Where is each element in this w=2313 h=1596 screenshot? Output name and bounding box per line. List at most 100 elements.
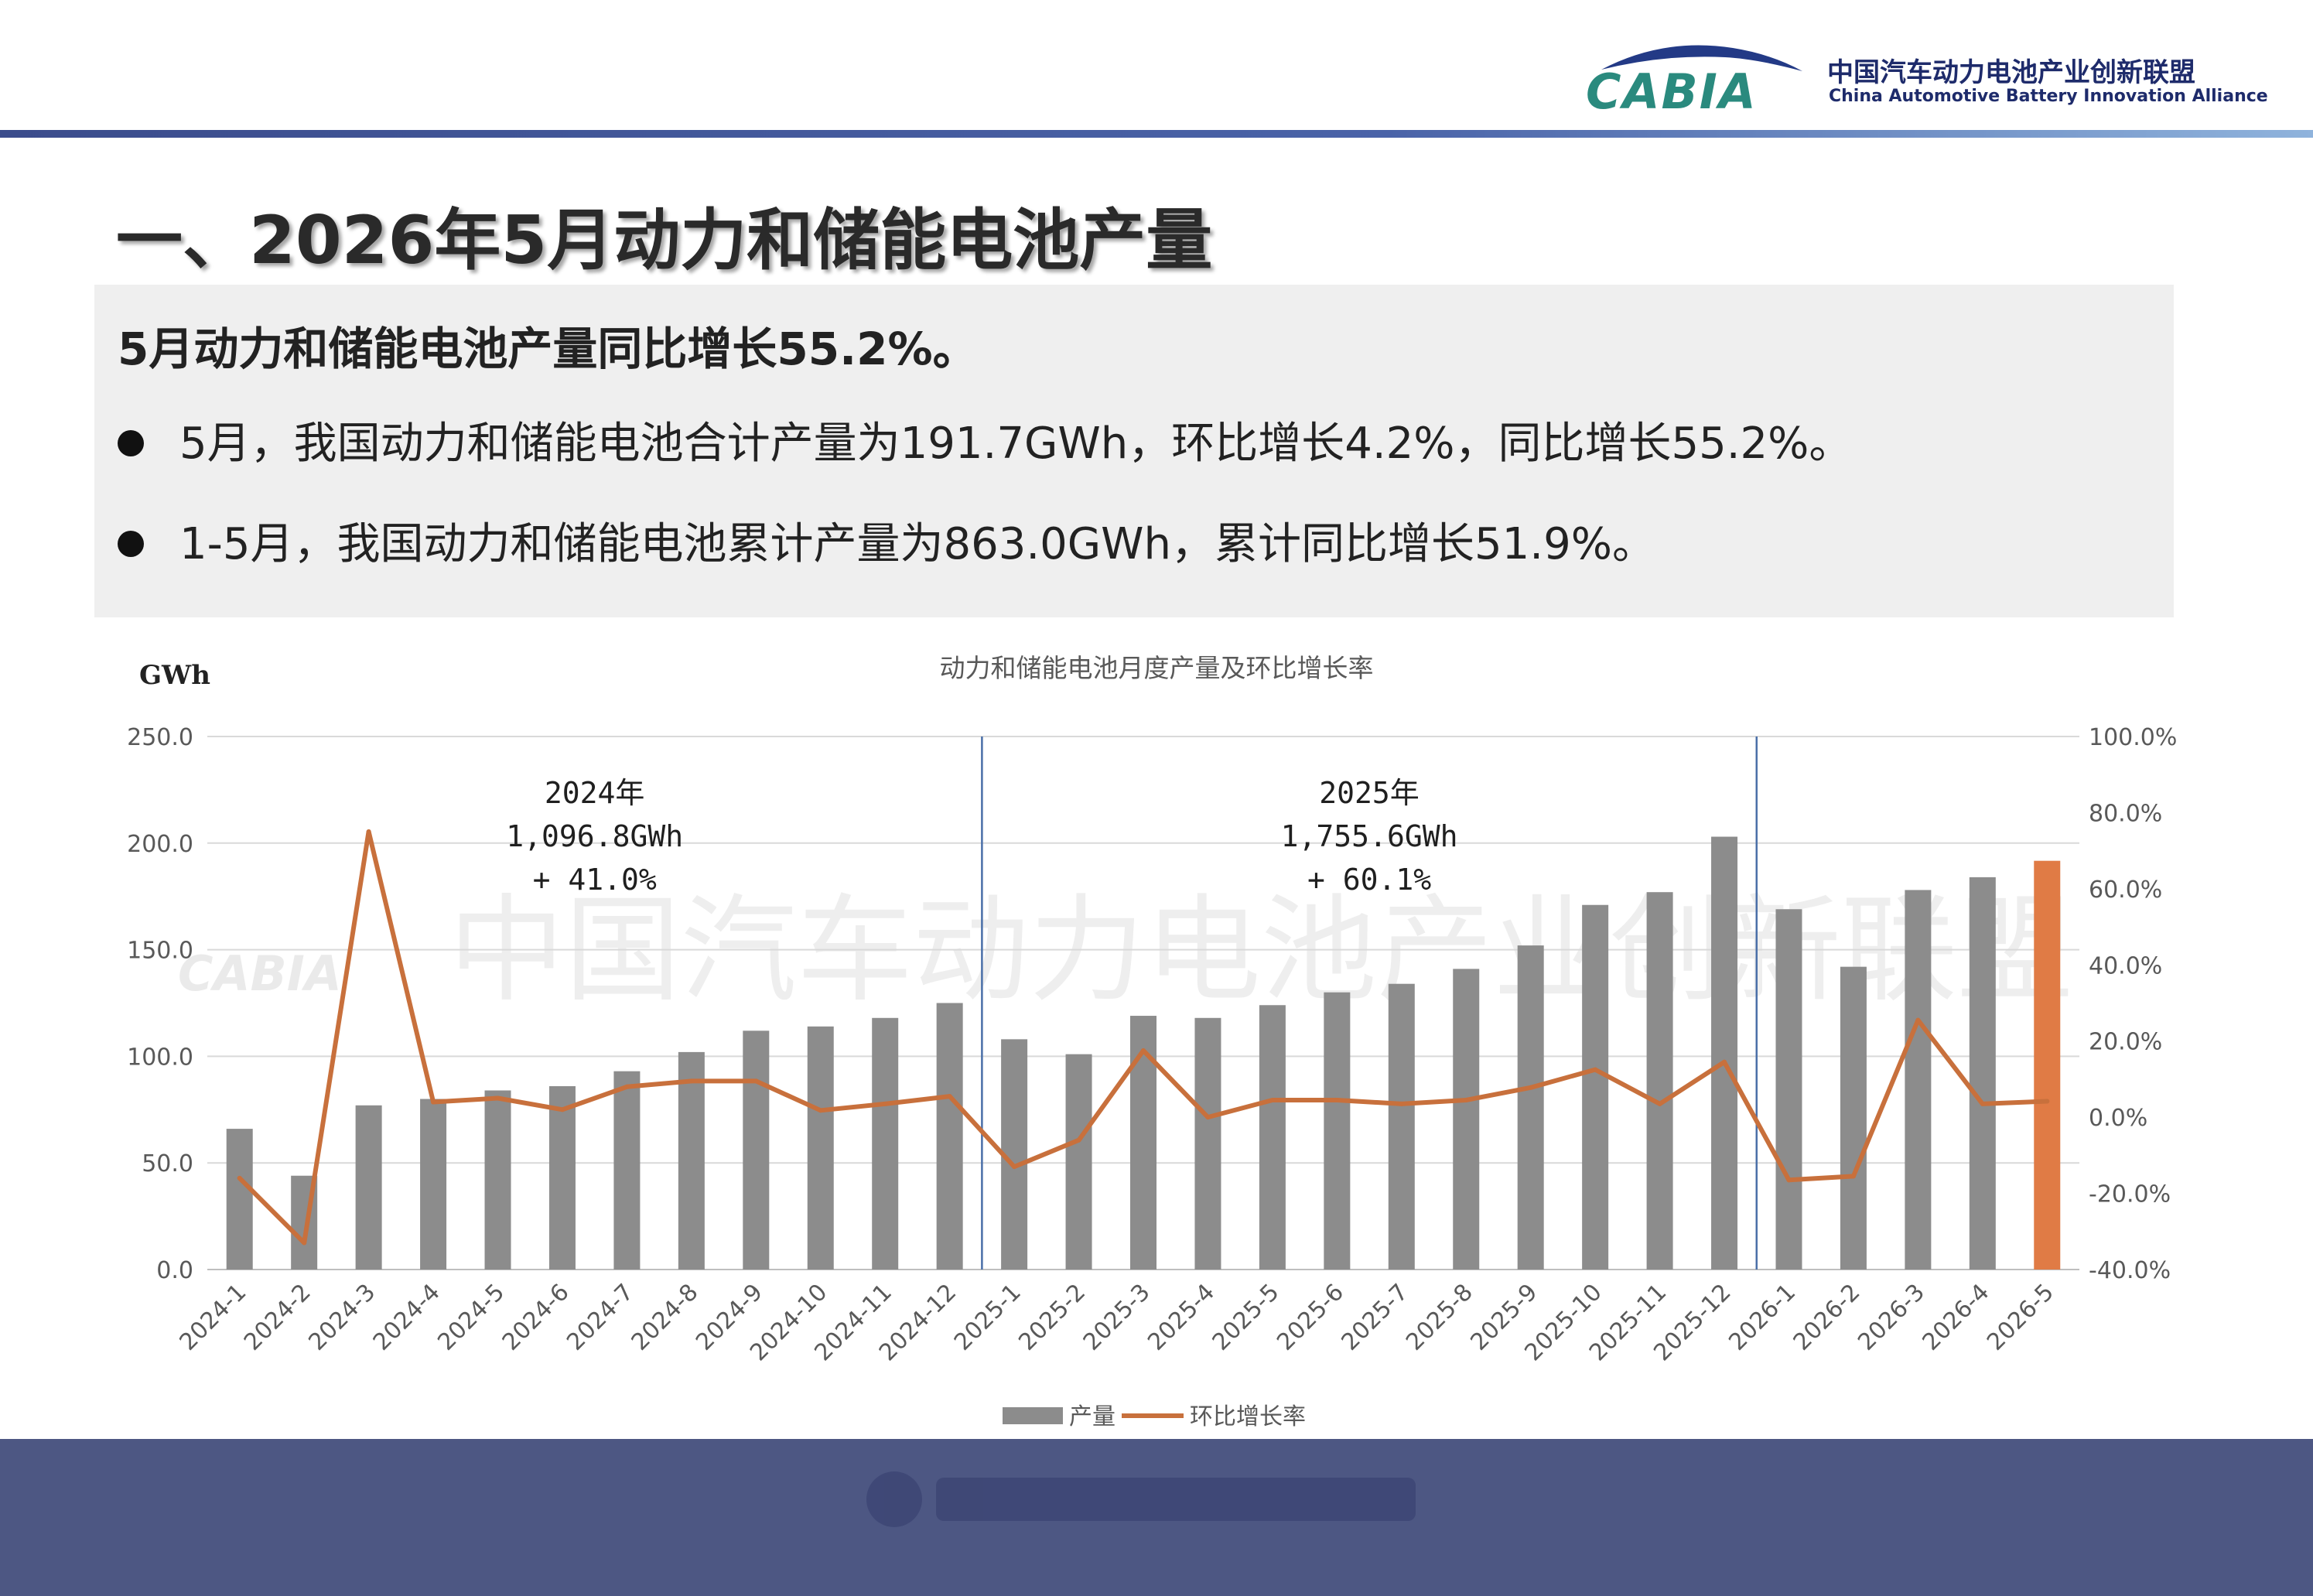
production-chart: 中国汽车动力电池产业创新联盟 CABIA 动力和储能电池月度产量及环比增长率 GWh…	[127, 653, 2177, 1430]
summary-bullet: 1-5月，我国动力和储能电池累计产量为863.0GWh，累计同比增长51.9%。	[118, 509, 1655, 572]
line-point-mom-growth	[1269, 1097, 1275, 1102]
year-annotation-text: + 60.1%	[1307, 863, 1431, 897]
x-tick-label: 2025-6	[1272, 1279, 1349, 1356]
cabia-logo: CABIA	[1586, 45, 1802, 116]
line-point-mom-growth	[1528, 1085, 1533, 1090]
summary-bullet: 5月，我国动力和储能电池合计产量为191.7GWh，环比增长4.2%，同比增长5…	[118, 408, 1852, 471]
bullet-dot-icon	[118, 530, 144, 557]
bar-production	[548, 1085, 576, 1270]
line-point-mom-growth	[1915, 1017, 1921, 1023]
y2-tick-label: 100.0%	[2089, 724, 2177, 751]
y2-tick-label: 0.0%	[2089, 1105, 2147, 1132]
line-point-mom-growth	[1464, 1097, 1469, 1102]
bar-production	[872, 1017, 899, 1270]
line-point-mom-growth	[2045, 1099, 2050, 1104]
y2-tick-label: 20.0%	[2089, 1029, 2162, 1056]
header-accent-bar	[0, 130, 2313, 138]
bar-production	[355, 1105, 382, 1270]
summary-headline: 5月动力和储能电池产量同比增长55.2%。	[118, 323, 978, 375]
weibo-icon	[866, 1471, 922, 1527]
line-point-mom-growth	[366, 829, 371, 835]
x-tick-label: 2024-7	[562, 1279, 639, 1356]
bar-production	[1775, 909, 1802, 1270]
y2-tick-label: 60.0%	[2089, 877, 2162, 904]
bar-production	[1517, 945, 1544, 1270]
year-annotation-text: 2024年	[545, 776, 645, 810]
bar-production	[420, 1099, 447, 1270]
y-tick-label: 200.0	[127, 831, 193, 858]
y2-tick-label: -40.0%	[2089, 1257, 2171, 1284]
y2-tick-label: -20.0%	[2089, 1181, 2171, 1208]
line-point-mom-growth	[818, 1108, 823, 1113]
bar-production	[1646, 892, 1673, 1270]
x-tick-label: 2026-5	[1982, 1279, 2059, 1356]
x-tick-label: 2025-7	[1337, 1279, 1414, 1356]
x-tick-label: 2024-6	[497, 1279, 575, 1356]
x-tick-label: 2025-4	[1143, 1279, 1220, 1356]
line-point-mom-growth	[1786, 1177, 1792, 1183]
footer-watermark	[866, 1464, 1454, 1534]
y2-tick-label: 40.0%	[2089, 952, 2162, 979]
line-point-mom-growth	[688, 1078, 694, 1084]
x-tick-label: 2026-1	[1724, 1279, 1801, 1356]
bar-production	[1969, 877, 1996, 1270]
line-point-mom-growth	[947, 1094, 952, 1099]
bar-production	[1065, 1054, 1092, 1270]
line-point-mom-growth	[1076, 1137, 1081, 1143]
y-tick-label: 150.0	[127, 938, 193, 965]
watermark-text-block	[936, 1478, 1416, 1521]
bar-production	[1840, 966, 1867, 1270]
bullet-text: 1-5月，我国动力和储能电池累计产量为863.0GWh，累计同比增长51.9%。	[179, 519, 1655, 569]
line-point-mom-growth	[753, 1078, 759, 1084]
bar-production	[1388, 983, 1415, 1270]
y2-tick-label: 80.0%	[2089, 800, 2162, 827]
bar-production	[2034, 860, 2061, 1270]
x-tick-label: 2025-2	[1013, 1279, 1091, 1356]
x-tick-label: 2026-3	[1853, 1279, 1930, 1356]
line-point-mom-growth	[1012, 1164, 1017, 1170]
org-name-cn: 中国汽车动力电池产业创新联盟	[1827, 57, 2195, 88]
bar-production	[1711, 836, 1738, 1270]
year-annotation-text: 2025年	[1319, 776, 1420, 810]
y-tick-label: 50.0	[142, 1150, 193, 1177]
x-tick-label: 2025-8	[1401, 1279, 1478, 1356]
x-tick-label: 2025-1	[949, 1279, 1027, 1356]
bar-production	[1905, 890, 1932, 1270]
year-annotation-text: + 41.0%	[533, 863, 657, 897]
bar-production	[1324, 992, 1351, 1270]
y-tick-label: 100.0	[127, 1044, 193, 1071]
x-tick-label: 2024-1	[174, 1279, 251, 1356]
page-title: 一、2026年5月动力和储能电池产量	[116, 202, 1213, 279]
line-point-mom-growth	[1334, 1097, 1340, 1102]
legend-label-mom-growth: 环比增长率	[1190, 1403, 1306, 1430]
bar-production	[743, 1030, 770, 1270]
x-tick-label: 2026-4	[1918, 1279, 1995, 1356]
bullet-text: 5月，我国动力和储能电池合计产量为191.7GWh，环比增长4.2%，同比增长5…	[179, 419, 1853, 469]
bar-production	[678, 1051, 705, 1270]
line-point-mom-growth	[1850, 1174, 1856, 1179]
year-annotation-text: 1,755.6GWh	[1281, 819, 1458, 853]
bar-production	[1259, 1005, 1286, 1270]
x-tick-label: 2025-3	[1078, 1279, 1156, 1356]
bar-production	[1194, 1017, 1221, 1270]
line-point-mom-growth	[559, 1107, 565, 1112]
chart-title: 动力和储能电池月度产量及环比增长率	[940, 653, 1374, 683]
y-axis-unit-label: GWh	[139, 660, 210, 691]
line-point-mom-growth	[1205, 1115, 1211, 1120]
chart-watermark-text: 中国汽车动力电池产业创新联盟	[449, 883, 2073, 1018]
chart-watermark-logo: CABIA	[178, 945, 342, 1002]
svg-text:CABIA: CABIA	[1586, 63, 1758, 116]
x-tick-label: 2025-5	[1208, 1279, 1285, 1356]
org-name-en: China Automotive Battery Innovation Alli…	[1829, 87, 2268, 106]
y-tick-label: 250.0	[127, 724, 193, 751]
x-tick-label: 2024-2	[239, 1279, 316, 1356]
bar-production	[1453, 969, 1480, 1270]
line-point-mom-growth	[624, 1084, 630, 1089]
line-point-mom-growth	[302, 1240, 307, 1246]
year-annotation-text: 1,096.8GWh	[506, 819, 683, 853]
line-point-mom-growth	[1593, 1067, 1598, 1072]
line-point-mom-growth	[1141, 1048, 1146, 1054]
bar-production	[613, 1071, 641, 1270]
x-tick-label: 2024-4	[368, 1279, 446, 1356]
bar-production	[1582, 904, 1609, 1270]
